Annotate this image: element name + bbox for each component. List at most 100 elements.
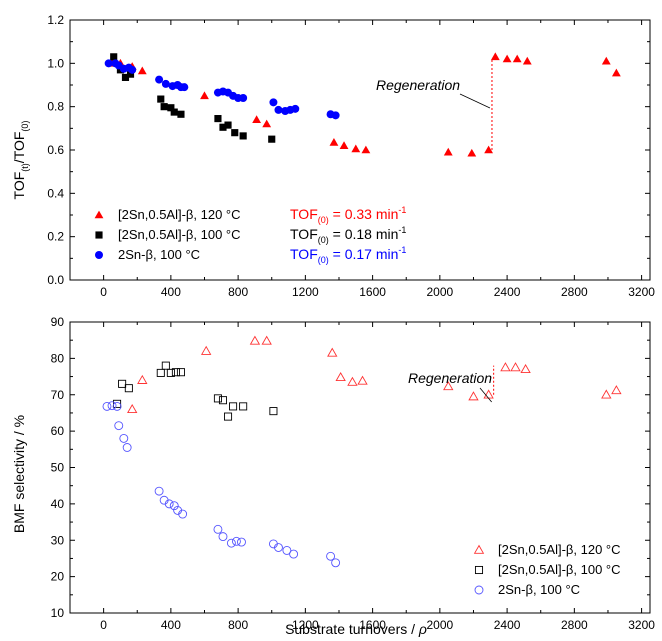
x-tick-label: 3200 xyxy=(628,285,655,299)
selectivity-legend: [2Sn,0.5Al]-β, 120 °C [2Sn,0.5Al]-β, 100… xyxy=(473,542,621,597)
data-point xyxy=(178,509,188,519)
data-point xyxy=(601,56,611,65)
x-tick-label: 800 xyxy=(228,285,248,299)
tof-value-120c: TOF(0) = 0.33 min-1 xyxy=(290,205,406,225)
data-point xyxy=(219,123,227,131)
x-tick-label: 1200 xyxy=(292,285,319,299)
data-point xyxy=(261,335,272,345)
x-tick-label: 400 xyxy=(161,285,181,299)
y-tick-label: 60 xyxy=(51,424,65,438)
data-point xyxy=(137,374,148,384)
tof-legend-label: 2Sn-β, 100 °C xyxy=(118,247,200,262)
y-tick-label: 30 xyxy=(51,533,65,547)
data-point xyxy=(269,407,278,416)
data-point xyxy=(214,115,222,123)
tof-legend-item-120c: [2Sn,0.5Al]-β, 120 °C xyxy=(94,207,241,222)
data-point xyxy=(155,75,164,84)
y-tick-label: 0.6 xyxy=(47,143,64,157)
data-point xyxy=(329,138,339,146)
y-tick-label: 0.0 xyxy=(47,273,64,287)
data-point xyxy=(484,145,494,154)
y-tick-label: 50 xyxy=(51,461,65,475)
tof-legend-label: [2Sn,0.5Al]-β, 120 °C xyxy=(118,207,241,222)
data-point xyxy=(326,551,336,561)
data-point xyxy=(107,401,117,411)
selectivity-y-axis-label: BMF selectivity / % xyxy=(11,415,27,533)
selectivity-regeneration-annotation: Regeneration xyxy=(408,365,495,403)
data-point xyxy=(443,381,454,391)
data-point xyxy=(200,345,212,355)
data-point xyxy=(160,103,168,111)
tof-legend-item-al-100c: [2Sn,0.5Al]-β, 100 °C xyxy=(95,227,241,242)
x-tick-label: 2000 xyxy=(427,285,454,299)
data-point xyxy=(262,119,272,128)
data-point xyxy=(218,396,228,405)
data-point xyxy=(118,379,127,388)
y-tick-label: 40 xyxy=(51,497,65,511)
data-point xyxy=(166,368,175,377)
y-tick-label: 0.8 xyxy=(47,100,64,114)
legend-marker xyxy=(95,251,103,259)
data-point xyxy=(156,368,165,377)
selectivity-chart: 0 400 800 1200 1600 2000 2400 2800 3200 10 20 30 40 5… xyxy=(11,315,655,637)
data-point xyxy=(200,91,209,100)
x-tick-label: 2400 xyxy=(494,618,521,632)
data-point xyxy=(274,543,283,552)
data-point xyxy=(124,384,133,393)
data-point xyxy=(331,111,340,120)
data-point xyxy=(177,110,185,118)
data-point xyxy=(231,536,241,546)
data-point xyxy=(164,499,174,509)
tof-legend: [2Sn,0.5Al]-β, 120 °C [2Sn,0.5Al]-β, 100… xyxy=(94,207,241,262)
data-point xyxy=(176,368,185,377)
data-point xyxy=(180,83,189,92)
tof-regeneration-annotation: Regeneration xyxy=(376,59,493,150)
data-point xyxy=(126,70,135,78)
data-point xyxy=(512,54,522,63)
x-tick-label: 1600 xyxy=(359,285,386,299)
data-point xyxy=(112,401,122,411)
data-point xyxy=(468,391,479,401)
legend-marker xyxy=(94,210,104,219)
data-point xyxy=(102,401,112,411)
data-point xyxy=(291,104,300,113)
x-tick-label: 2800 xyxy=(561,285,588,299)
x-tick-label: 2400 xyxy=(494,285,521,299)
data-point xyxy=(137,66,147,75)
x-tick-label: 3200 xyxy=(628,618,655,632)
tof-value-2sn-100c: TOF(0) = 0.17 min-1 xyxy=(290,245,406,265)
data-point xyxy=(339,141,349,149)
y-tick-label: 0.2 xyxy=(47,230,64,244)
tof-legend-label: [2Sn,0.5Al]-β, 100 °C xyxy=(118,227,241,242)
data-point xyxy=(161,361,170,370)
data-point xyxy=(274,105,283,114)
data-point xyxy=(522,56,532,65)
selectivity-legend-label: 2Sn-β, 100 °C xyxy=(498,582,580,597)
selectivity-legend-label: [2Sn,0.5Al]-β, 120 °C xyxy=(498,542,621,557)
selectivity-regeneration-label: Regeneration xyxy=(408,370,492,386)
x-tick-label: 0 xyxy=(100,285,107,299)
data-point xyxy=(170,108,178,116)
data-point xyxy=(224,412,233,421)
data-point xyxy=(224,121,232,129)
tof-axis-ticks: 0 400 800 1200 1600 2000 2400 2800 3200 0.0 0.2 0.4… xyxy=(47,13,655,299)
data-point xyxy=(357,375,368,385)
legend-marker xyxy=(473,544,485,554)
data-point xyxy=(239,132,247,140)
data-point xyxy=(335,371,346,382)
y-tick-label: 0.4 xyxy=(47,186,64,200)
x-tick-label: 800 xyxy=(228,618,248,632)
x-tick-label: 0 xyxy=(100,618,107,632)
data-point xyxy=(104,59,113,68)
x-tick-label: 1200 xyxy=(292,618,319,632)
data-point xyxy=(282,545,292,555)
data-point xyxy=(443,147,453,156)
data-point xyxy=(520,363,531,374)
data-point xyxy=(114,421,124,431)
data-point xyxy=(327,347,338,357)
data-point xyxy=(467,148,477,157)
legend-marker xyxy=(474,585,484,595)
y-tick-label: 20 xyxy=(51,570,65,584)
data-point xyxy=(119,433,129,443)
